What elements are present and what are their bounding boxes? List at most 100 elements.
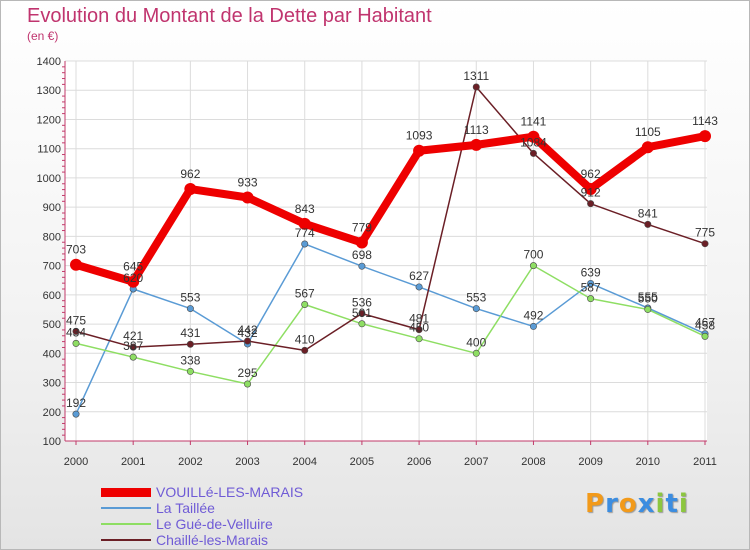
data-point — [301, 300, 309, 308]
data-label: 432 — [238, 326, 258, 340]
data-label: 501 — [352, 306, 372, 320]
data-point — [72, 327, 80, 335]
data-label: 639 — [581, 265, 601, 279]
logo-letter: r — [605, 489, 619, 519]
legend-item: La Taillée — [101, 500, 361, 516]
data-point — [72, 410, 80, 418]
data-label: 450 — [409, 321, 429, 335]
data-point — [472, 83, 480, 91]
y-tick-label: 1100 — [37, 144, 61, 156]
data-label: 567 — [295, 286, 315, 300]
data-label: 492 — [523, 308, 543, 322]
legend-swatch — [101, 539, 151, 541]
y-tick-label: 1200 — [37, 114, 61, 126]
data-label: 553 — [466, 291, 486, 305]
legend-label: Chaillé-les-Marais — [156, 532, 269, 548]
data-label: 627 — [409, 269, 429, 283]
y-tick-label: 1000 — [37, 173, 61, 185]
data-label: 841 — [638, 206, 658, 220]
data-point — [701, 332, 709, 340]
data-label: 434 — [66, 325, 86, 339]
data-point — [415, 335, 423, 343]
data-point — [301, 240, 309, 248]
y-tick-label: 100 — [43, 436, 61, 448]
y-tick-label: 300 — [43, 378, 61, 390]
data-label: 912 — [581, 186, 601, 200]
y-tick-label: 1300 — [37, 85, 61, 97]
data-label: 421 — [123, 329, 143, 343]
data-label: 481 — [409, 312, 429, 326]
data-point — [129, 343, 137, 351]
data-point — [472, 305, 480, 313]
x-tick-label: 2008 — [521, 456, 545, 468]
logo-letter: t — [665, 489, 679, 519]
data-label: 458 — [695, 318, 715, 332]
legend-item: Chaillé-les-Marais — [101, 532, 361, 548]
legend-label: VOUILLé-LES-MARAIS — [156, 484, 304, 500]
data-label: 700 — [523, 248, 543, 262]
legend-swatch — [101, 523, 151, 525]
x-tick-label: 2011 — [693, 456, 717, 468]
data-point — [186, 340, 194, 348]
data-label: 295 — [238, 366, 258, 380]
x-tick-label: 2007 — [464, 456, 488, 468]
data-label: 555 — [638, 290, 658, 304]
data-label: 1143 — [692, 114, 718, 128]
data-point — [641, 141, 654, 154]
data-point — [186, 367, 194, 375]
data-label: 587 — [581, 281, 601, 295]
data-label: 1113 — [464, 123, 489, 137]
data-label: 779 — [352, 221, 372, 235]
data-point — [186, 305, 194, 313]
x-tick-label: 2009 — [578, 456, 602, 468]
data-label: 1311 — [463, 69, 489, 83]
data-label: 645 — [123, 260, 143, 274]
legend: VOUILLé-LES-MARAIS La Taillée Le Gué-de-Ve… — [101, 484, 361, 548]
data-point — [527, 130, 540, 143]
data-point — [72, 339, 80, 347]
data-label: 400 — [466, 335, 486, 349]
plot-area — [65, 61, 707, 441]
logo-letter: o — [618, 489, 638, 519]
data-point — [470, 138, 483, 151]
logo-letter: i — [655, 489, 666, 519]
data-point — [587, 295, 595, 303]
data-label: 553 — [180, 291, 200, 305]
data-point — [70, 258, 82, 271]
legend-label: Le Gué-de-Velluire — [156, 516, 273, 532]
data-label: 338 — [180, 353, 200, 367]
data-point — [472, 349, 480, 357]
data-label: 843 — [295, 202, 315, 216]
data-label: 962 — [581, 167, 601, 181]
data-label: 387 — [123, 339, 143, 353]
data-point — [413, 144, 426, 157]
data-label: 620 — [123, 271, 143, 285]
data-point — [298, 217, 311, 230]
y-tick-label: 800 — [43, 231, 61, 243]
data-point — [415, 283, 423, 291]
chart-subtitle: (en €) — [27, 29, 59, 43]
logo-letter: x — [637, 489, 656, 519]
x-tick-label: 2000 — [64, 456, 88, 468]
data-point — [529, 149, 537, 157]
y-tick-label: 1400 — [37, 56, 61, 68]
series-line — [75, 86, 706, 352]
x-tick-label: 2006 — [407, 456, 431, 468]
y-tick-label: 200 — [43, 407, 61, 419]
data-point — [241, 191, 254, 204]
logo-letter: i — [678, 489, 689, 519]
legend-item: VOUILLé-LES-MARAIS — [101, 484, 361, 500]
data-point — [244, 337, 252, 345]
data-point — [587, 279, 595, 287]
y-tick-label: 700 — [43, 261, 61, 273]
data-point — [584, 183, 597, 196]
data-label: 1093 — [406, 129, 433, 143]
y-tick-label: 500 — [43, 319, 61, 331]
data-label: 475 — [66, 313, 86, 327]
data-label: 410 — [295, 332, 315, 346]
legend-swatch — [101, 507, 151, 509]
data-point — [587, 200, 595, 208]
x-tick-label: 2002 — [178, 456, 202, 468]
data-point — [355, 236, 368, 249]
